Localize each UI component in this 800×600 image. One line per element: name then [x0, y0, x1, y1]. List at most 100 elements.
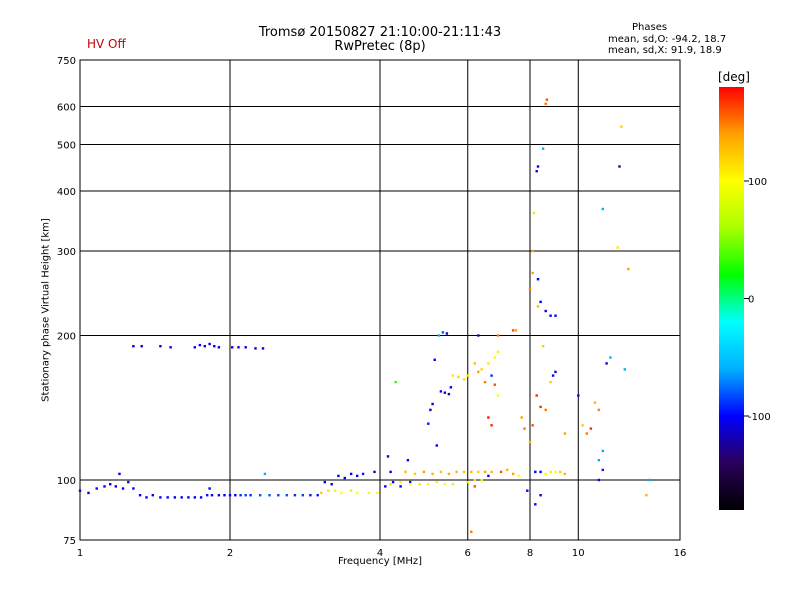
hv-status-label: HV Off	[87, 37, 126, 51]
echo-point	[367, 491, 371, 495]
echo-point	[493, 383, 496, 386]
echo-point	[473, 362, 476, 365]
echo-point	[545, 98, 549, 101]
echo-point	[435, 444, 438, 447]
echo-point	[616, 246, 619, 249]
echo-point	[526, 489, 529, 492]
echo-point	[473, 485, 476, 488]
echo-point	[87, 491, 90, 495]
echo-point	[159, 345, 162, 348]
y-tick-label: 600	[57, 103, 76, 114]
echo-point	[330, 483, 333, 486]
echo-point	[534, 503, 537, 506]
echo-point	[327, 489, 330, 492]
echo-point	[349, 489, 353, 492]
echo-point	[531, 424, 534, 427]
echo-point	[473, 478, 476, 482]
echo-point	[151, 494, 154, 497]
echo-point	[490, 470, 493, 474]
echo-point	[228, 494, 232, 497]
echo-point	[406, 459, 410, 462]
echo-point	[544, 408, 547, 412]
echo-point	[337, 474, 340, 478]
echo-point	[532, 211, 536, 215]
echo-point	[121, 487, 125, 490]
echo-point	[534, 470, 537, 474]
echo-point	[483, 380, 487, 384]
colorbar-tick-label: 0	[748, 295, 754, 306]
x-axis-label: Frequency [MHz]	[337, 556, 423, 567]
echo-point	[514, 329, 518, 332]
echo-point	[343, 476, 346, 480]
echo-point	[237, 346, 240, 349]
echo-point	[477, 370, 480, 374]
echo-point	[333, 489, 337, 492]
echo-point	[535, 170, 538, 173]
echo-point	[320, 491, 323, 495]
echo-point	[223, 494, 226, 497]
echo-point	[506, 468, 509, 472]
echo-point	[413, 472, 417, 476]
echo-point	[511, 329, 515, 332]
echo-point	[404, 470, 407, 474]
echo-point	[389, 483, 392, 486]
echo-point	[443, 391, 447, 394]
echo-point	[435, 480, 438, 484]
echo-point	[373, 470, 376, 474]
colorbar-tick-label: -100	[748, 412, 771, 423]
echo-point	[539, 300, 542, 304]
echo-point	[480, 478, 483, 482]
echo-point	[470, 530, 473, 533]
echo-point	[618, 165, 621, 168]
echo-point	[114, 485, 117, 488]
y-tick-label: 200	[57, 332, 76, 343]
echo-point	[480, 368, 483, 371]
echo-point	[609, 356, 612, 359]
echo-point	[206, 494, 209, 497]
echo-point	[422, 470, 426, 474]
echo-point	[523, 427, 526, 430]
echo-point	[577, 394, 580, 397]
x-tick-label: 4	[377, 548, 383, 559]
echo-point	[285, 494, 288, 497]
echo-point	[539, 494, 542, 497]
echo-point	[585, 432, 588, 435]
echo-point	[418, 483, 421, 486]
grid-lines	[80, 60, 680, 540]
chart-subtitle: RwPretec (8p)	[334, 39, 426, 54]
echo-point	[427, 422, 430, 425]
echo-point	[399, 485, 402, 488]
echo-point	[217, 494, 221, 497]
echo-point	[462, 378, 466, 381]
echo-point	[511, 472, 515, 476]
echo-point	[356, 474, 359, 478]
y-tick-label: 100	[57, 476, 76, 487]
echo-point	[597, 408, 601, 412]
echo-point	[449, 386, 453, 389]
echo-point	[477, 470, 480, 474]
echo-point	[477, 334, 480, 337]
echo-point	[487, 362, 490, 365]
echo-point	[376, 491, 379, 495]
echo-point	[268, 494, 271, 497]
echo-point	[210, 494, 214, 497]
echo-point	[193, 346, 196, 349]
echo-point	[528, 287, 532, 291]
echo-point	[316, 494, 319, 497]
echo-point	[493, 356, 496, 359]
echo-point	[551, 374, 555, 377]
echo-point	[234, 494, 237, 497]
echo-point	[439, 390, 443, 393]
colorbar-label: [deg]	[718, 70, 750, 84]
colorbar	[719, 87, 744, 510]
echo-point	[217, 346, 221, 349]
echo-point	[356, 491, 359, 495]
echo-point	[427, 483, 430, 486]
echo-point	[528, 440, 532, 444]
echo-point	[544, 309, 547, 313]
echo-point	[451, 483, 454, 486]
echo-point	[208, 487, 211, 490]
echo-point	[399, 480, 402, 484]
echo-point	[361, 472, 365, 476]
